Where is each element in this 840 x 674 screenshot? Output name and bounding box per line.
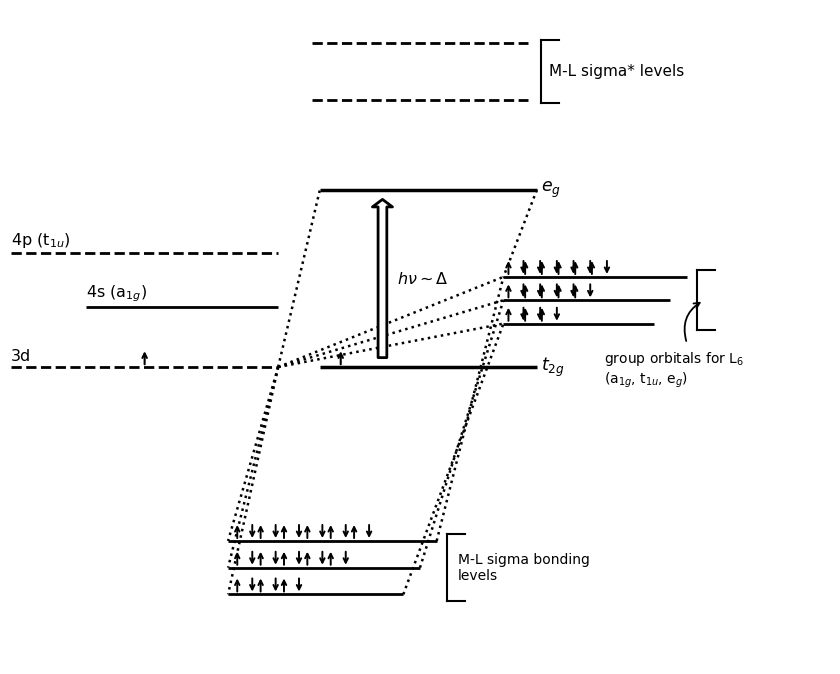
Text: $e_g$: $e_g$ xyxy=(541,180,561,200)
Text: M-L sigma bonding
levels: M-L sigma bonding levels xyxy=(458,553,590,583)
Text: M-L sigma* levels: M-L sigma* levels xyxy=(549,64,685,79)
Text: 4p (t$_{1u}$): 4p (t$_{1u}$) xyxy=(11,231,71,250)
Text: $t_{2g}$: $t_{2g}$ xyxy=(541,355,564,379)
Text: group orbitals for L$_6$
(a$_{1g}$, t$_{1u}$, e$_g$): group orbitals for L$_6$ (a$_{1g}$, t$_{… xyxy=(604,350,743,390)
Text: 4s (a$_{1g}$): 4s (a$_{1g}$) xyxy=(87,283,148,303)
Text: 3d: 3d xyxy=(11,348,31,364)
Text: $h\nu \sim \Delta$: $h\nu \sim \Delta$ xyxy=(396,270,449,286)
